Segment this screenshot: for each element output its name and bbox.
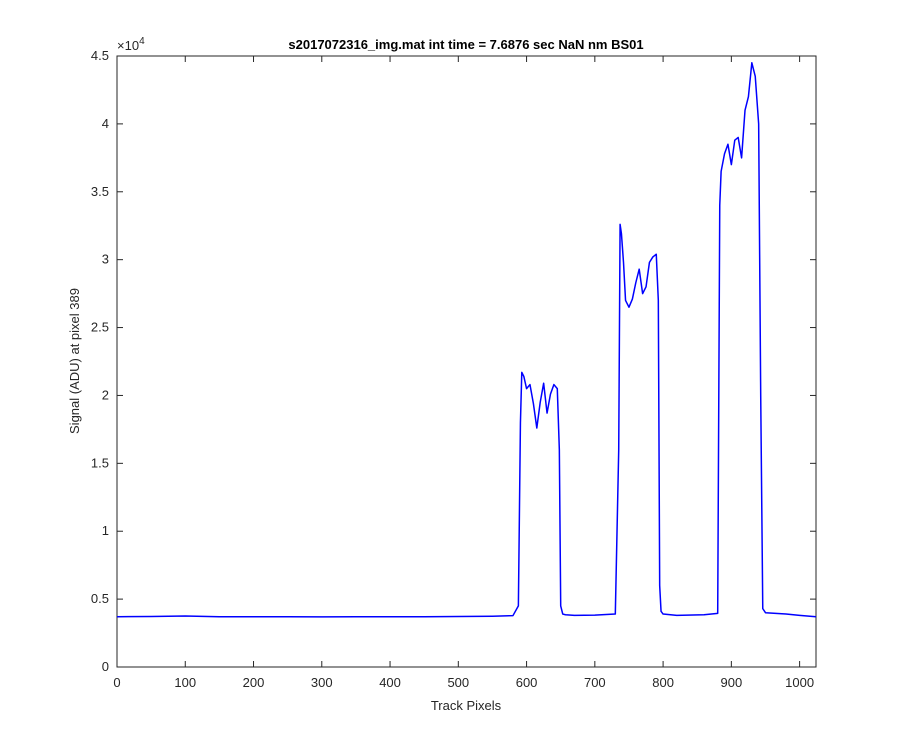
x-tick-label: 800: [652, 675, 674, 690]
x-axis-label: Track Pixels: [431, 698, 502, 713]
tick-marks: [116, 55, 816, 668]
x-tick-label: 400: [379, 675, 401, 690]
y-tick-labels: 0 0.5 1 1.5 2 2.5 3 3.5 4 4.5: [91, 48, 109, 674]
x-tick-label: 1000: [785, 675, 814, 690]
x-tick-labels: 0 100 200 300 400 500 600 700 800 900 1000: [113, 675, 814, 690]
y-tick-label: 2: [102, 387, 109, 402]
y-tick-label: 3: [102, 252, 109, 267]
x-tick-label: 700: [584, 675, 606, 690]
series-layer: [116, 62, 817, 618]
y-tick-label: 0: [102, 659, 109, 674]
x-tick-label: 300: [311, 675, 333, 690]
x-tick-label: 500: [447, 675, 469, 690]
chart-title: s2017072316_img.mat int time = 7.6876 se…: [288, 37, 643, 52]
x-tick-label: 200: [243, 675, 265, 690]
y-tick-label: 3.5: [91, 184, 109, 199]
x-tick-label: 900: [721, 675, 743, 690]
x-tick-label: 100: [174, 675, 196, 690]
y-tick-label: 4: [102, 116, 109, 131]
y-tick-label: 0.5: [91, 591, 109, 606]
x-tick-label: 0: [113, 675, 120, 690]
plot-area: [116, 55, 817, 668]
y-axis-label: Signal (ADU) at pixel 389: [67, 288, 82, 434]
y-tick-label: 4.5: [91, 48, 109, 63]
x-tick-label: 600: [516, 675, 538, 690]
y-tick-label: 2.5: [91, 320, 109, 335]
y-tick-label: 1.5: [91, 455, 109, 470]
y-exponent-label: ×104: [117, 36, 145, 53]
series-line: [116, 62, 817, 618]
y-tick-label: 1: [102, 523, 109, 538]
